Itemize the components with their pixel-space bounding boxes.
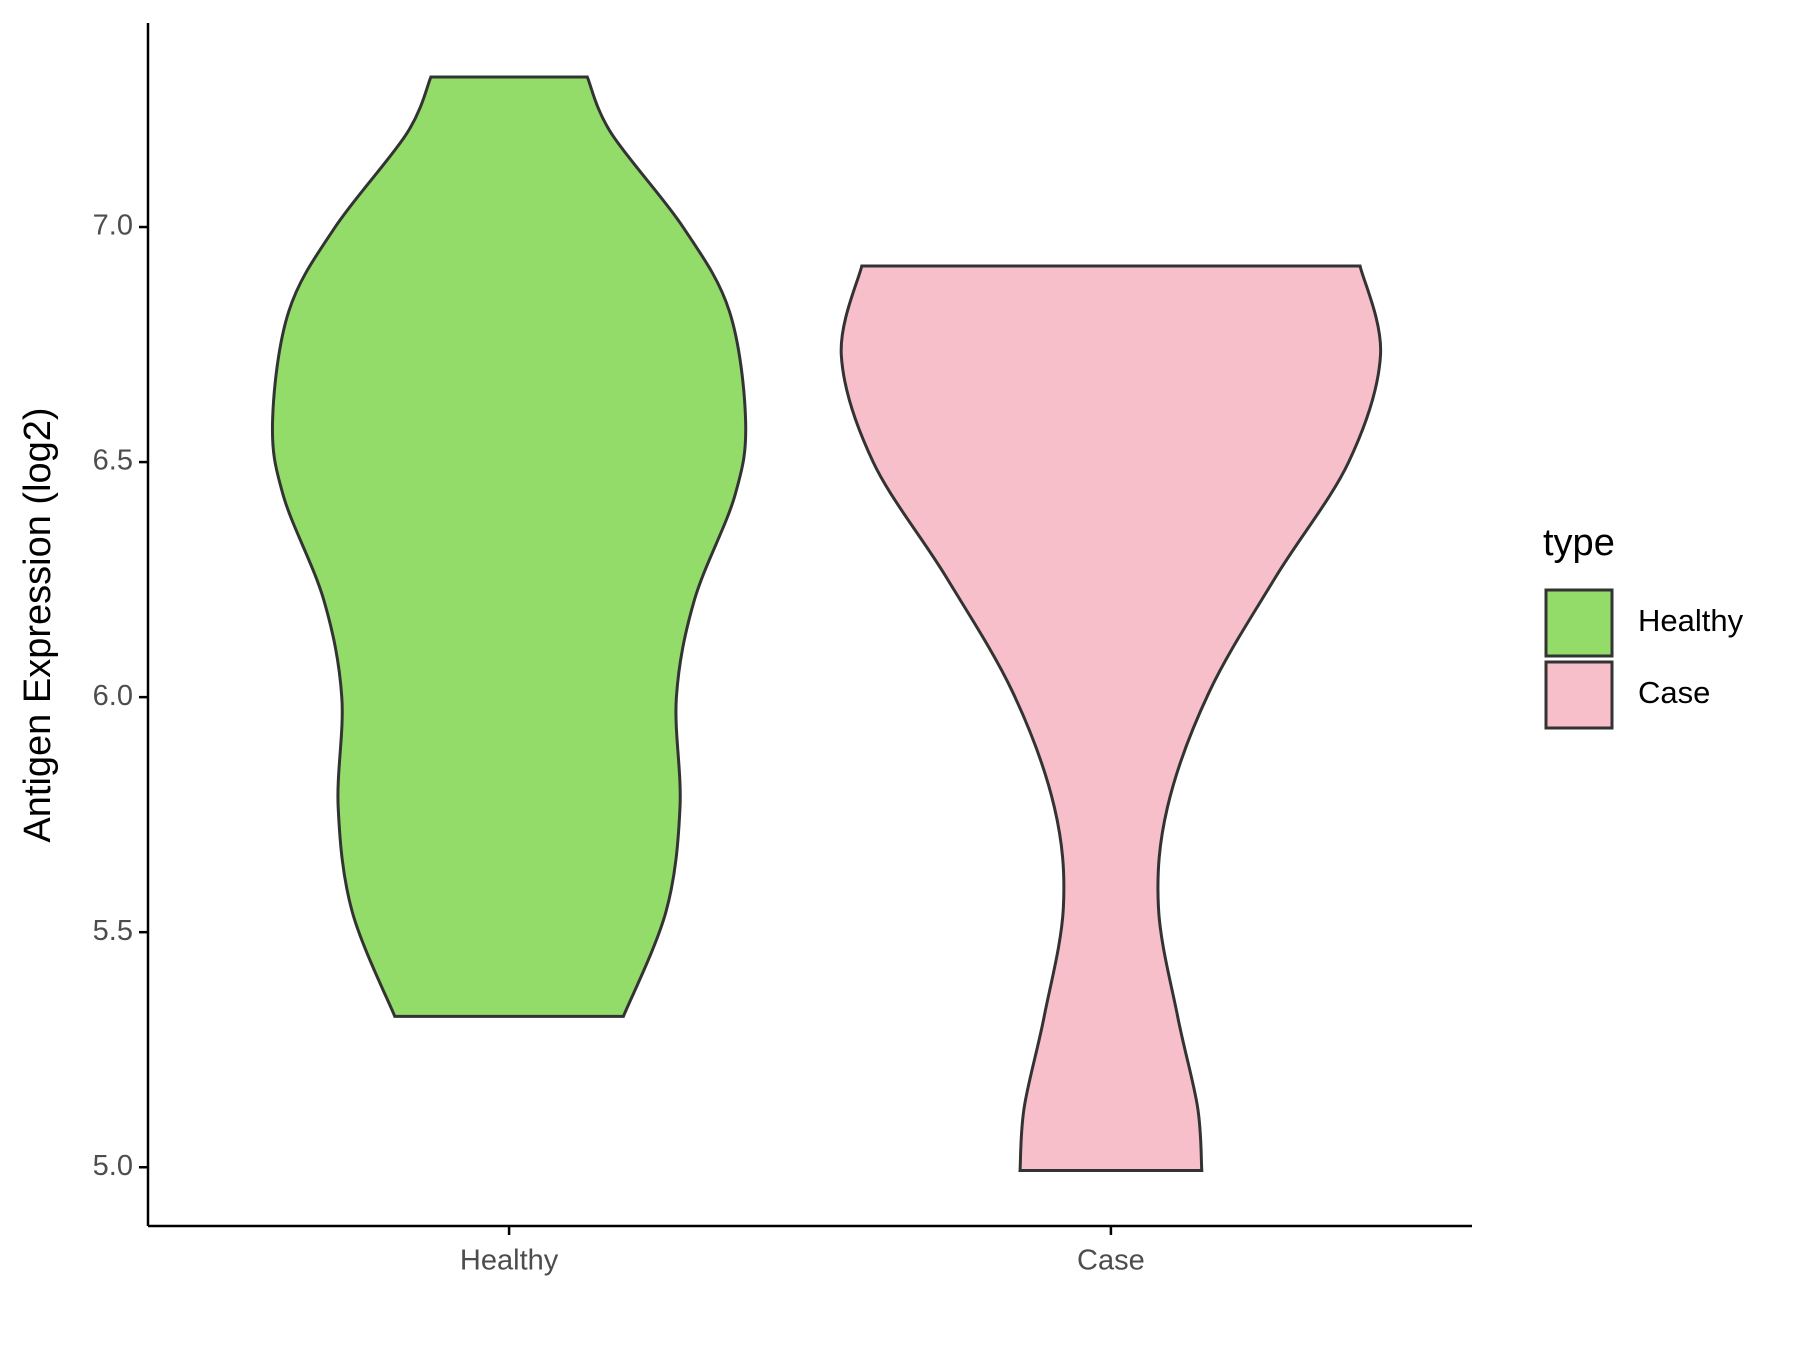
y-tick-label: 6.0 <box>93 680 133 712</box>
y-axis-title: Antigen Expression (log2) <box>17 407 59 842</box>
x-tick-label: Case <box>1077 1245 1145 1277</box>
y-tick-label: 6.5 <box>93 445 133 477</box>
y-tick-label: 7.0 <box>93 210 133 242</box>
legend-key <box>1544 588 1614 658</box>
y-tick-label: 5.5 <box>93 915 133 947</box>
violin <box>839 264 1383 1173</box>
legend-title: type <box>1543 522 1615 564</box>
legend-key <box>1544 660 1614 730</box>
legend-label: Case <box>1638 675 1710 710</box>
legend-label: Healthy <box>1638 603 1744 638</box>
y-tick-label: 5.0 <box>93 1150 133 1182</box>
violin <box>270 75 748 1018</box>
x-tick-label: Healthy <box>460 1245 559 1277</box>
